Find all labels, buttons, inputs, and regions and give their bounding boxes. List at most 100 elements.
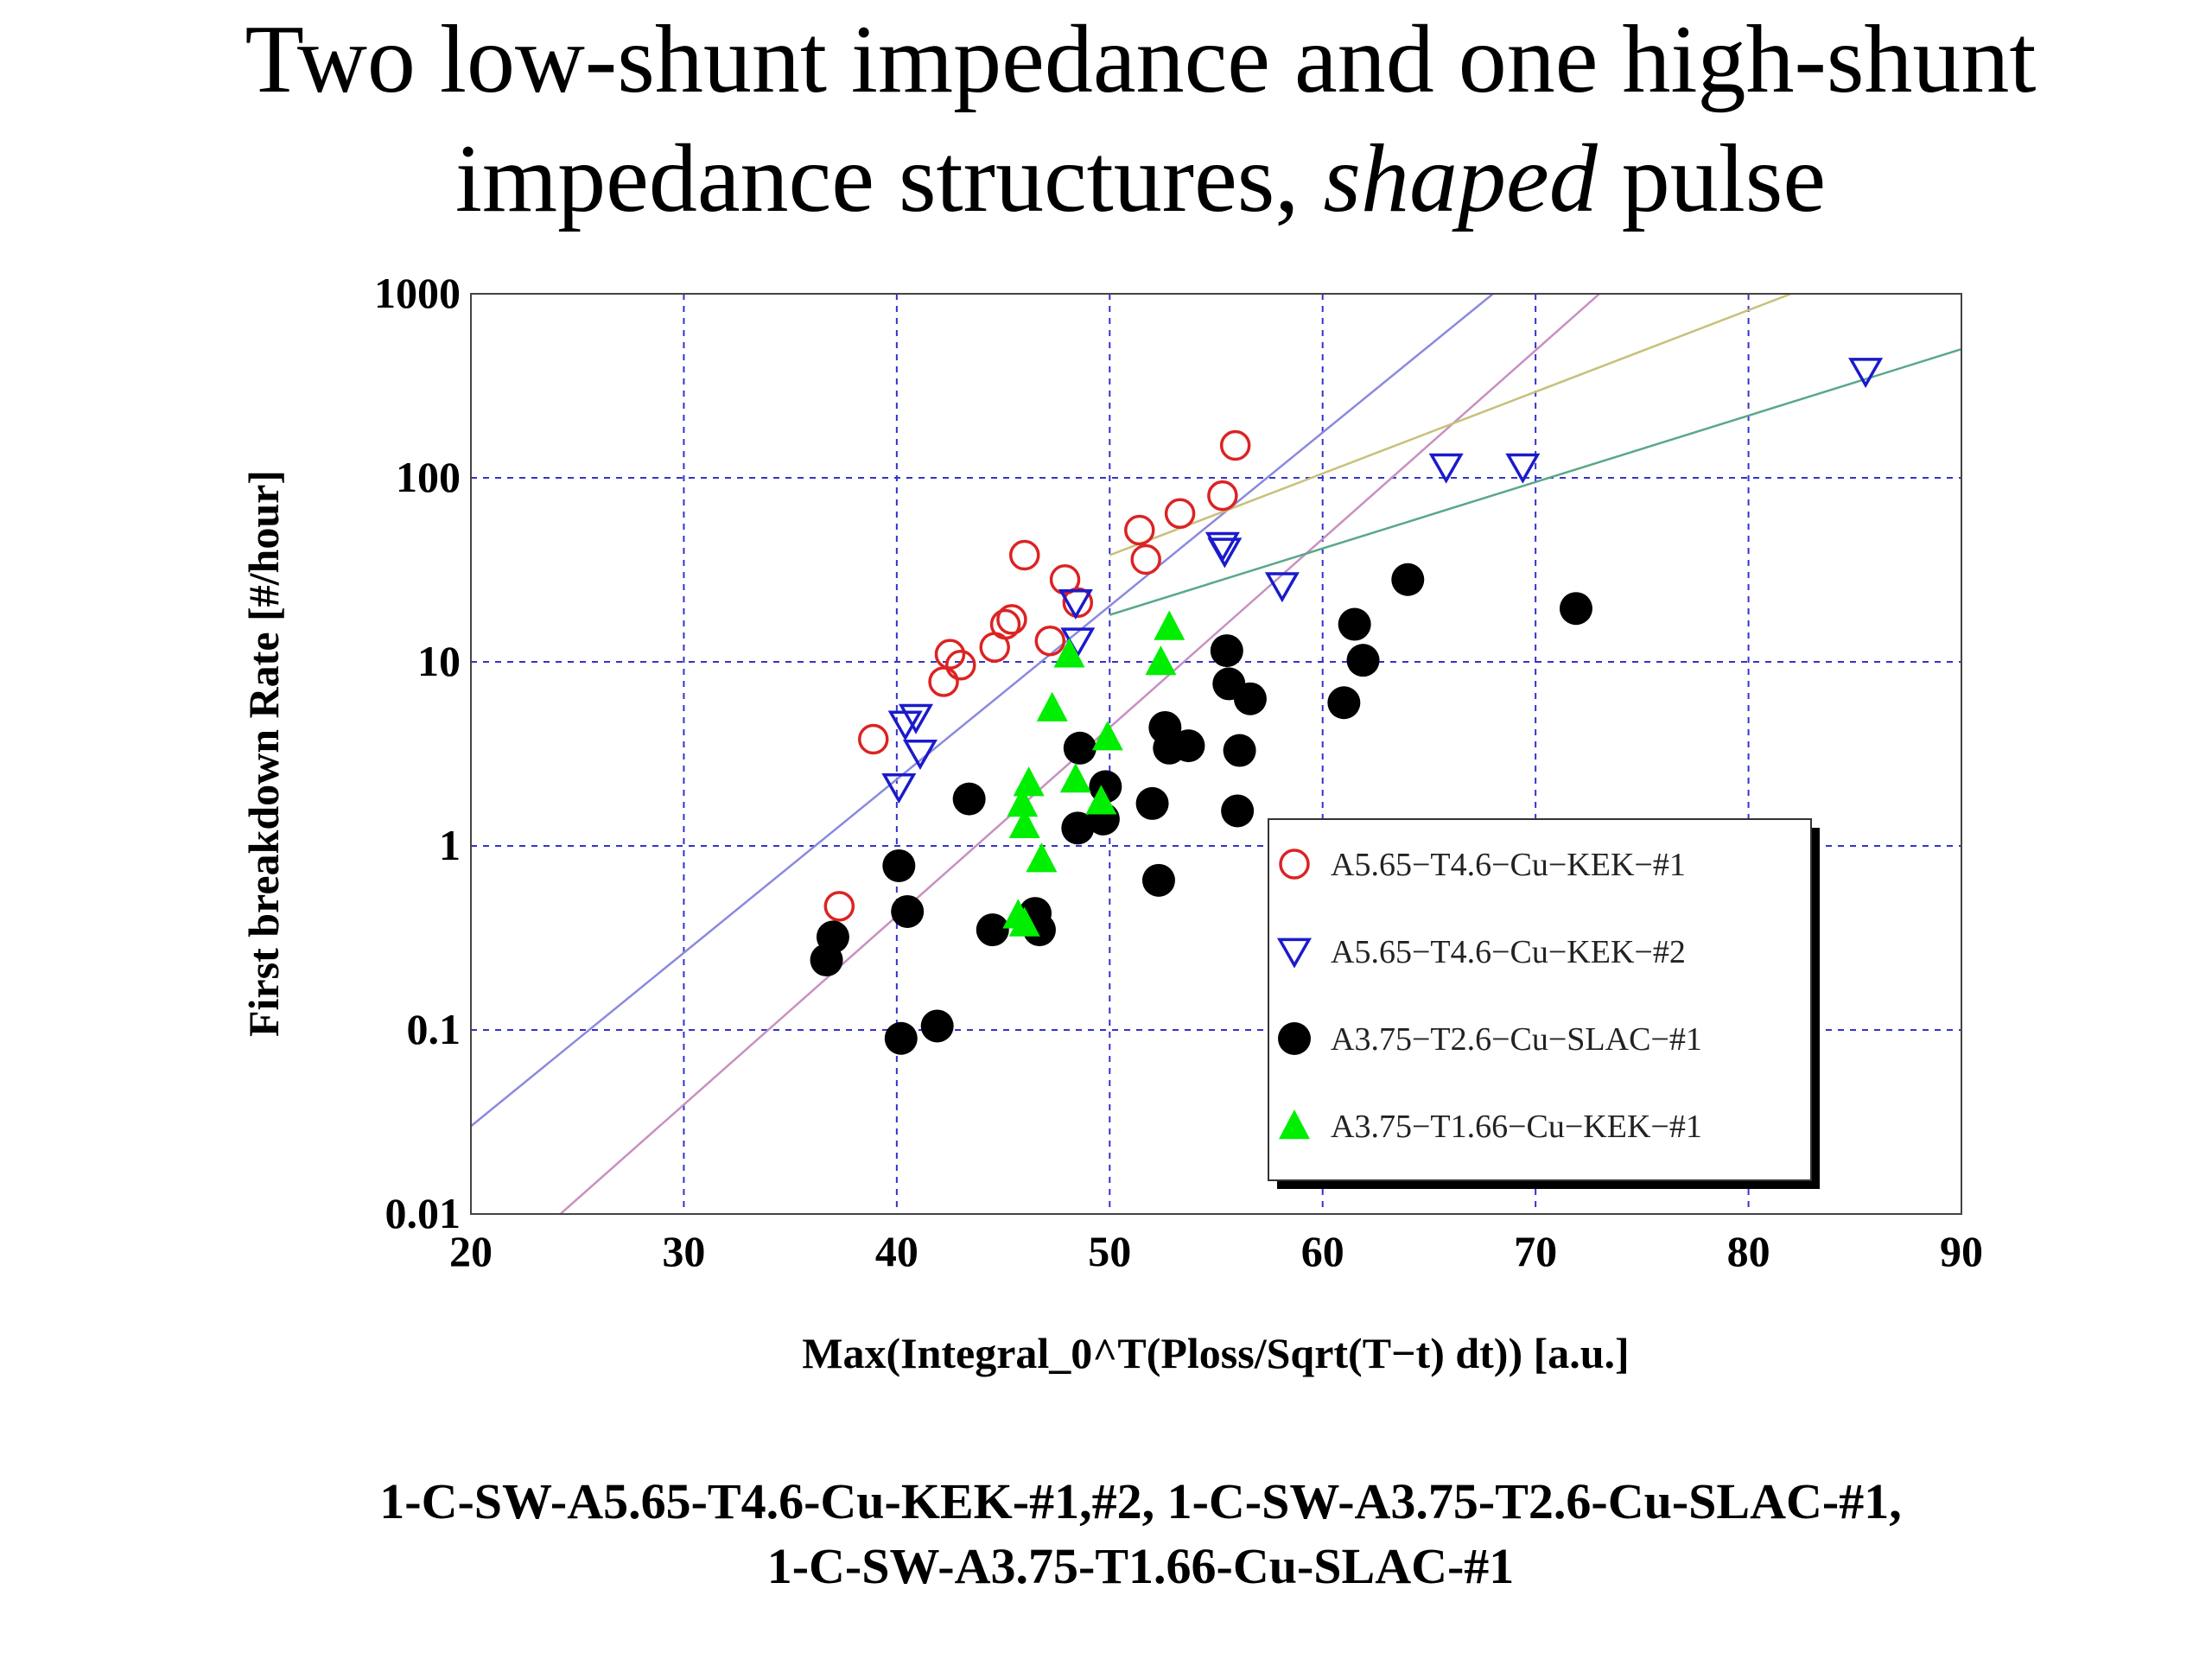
legend-box <box>1268 818 1812 1181</box>
data-points <box>810 358 1884 1055</box>
fit-line <box>1109 294 1792 556</box>
data-point <box>1130 543 1161 575</box>
data-point <box>1008 539 1040 571</box>
caption-line-2: 1-C-SW-A3.75-T1.66-Cu-SLAC-#1 <box>766 1538 1515 1594</box>
y-tick-label: 100 <box>396 453 461 501</box>
legend-marker <box>1278 1022 1311 1055</box>
fit-line <box>471 294 1494 1128</box>
data-point <box>945 650 976 681</box>
data-point <box>1058 589 1093 620</box>
plot-frame <box>470 293 1962 1215</box>
data-point <box>1059 763 1091 793</box>
legend-marker <box>1276 938 1313 969</box>
data-point <box>1233 682 1267 715</box>
data-point <box>1210 634 1243 668</box>
y-tick-label: 0.1 <box>407 1005 461 1053</box>
legend-label: A3.75−T2.6−Cu−SLAC−#1 <box>1331 1021 1702 1058</box>
slide-title-line-2: impedance structures, shaped pulse <box>0 119 2212 238</box>
data-point <box>1505 453 1541 484</box>
data-point <box>1062 587 1094 619</box>
legend: A5.65−T4.6−Cu−KEK−#1 A5.65−T4.6−Cu−KEK−#2… <box>1268 818 1820 1189</box>
data-point <box>952 782 986 816</box>
structure-caption: 1-C-SW-A5.65-T4.6-Cu-KEK-#1,#2, 1-C-SW-A… <box>0 1469 2212 1599</box>
data-point <box>1049 564 1081 595</box>
data-point <box>1207 537 1243 569</box>
legend-entry: A5.65−T4.6−Cu−KEK−#2 <box>1276 934 1686 970</box>
caption-line-1: 1-C-SW-A5.65-T4.6-Cu-KEK-#1,#2, 1-C-SW-A… <box>379 1473 1902 1529</box>
slide-title-line-2-start: impedance structures, <box>454 125 1324 232</box>
data-point <box>1391 563 1425 596</box>
data-point <box>989 608 1021 640</box>
data-point <box>1346 644 1380 677</box>
legend-marker <box>1279 1109 1310 1140</box>
slide-title-line-2-end: pulse <box>1597 125 1827 232</box>
series-1 <box>823 429 1251 922</box>
data-point <box>1559 592 1592 626</box>
data-point <box>1327 686 1361 720</box>
x-tick-label: 50 <box>1088 1227 1131 1275</box>
data-point <box>1061 811 1095 845</box>
data-point <box>891 894 925 928</box>
legend-entry: A3.75−T1.66−Cu−KEK−#1 <box>1279 1109 1702 1145</box>
data-point <box>1063 731 1096 765</box>
fit-line <box>1109 347 1961 616</box>
x-axis-title: Max(Integral_0^T(Ploss/Sqrt(T−t) dt)) [a… <box>802 1329 1629 1377</box>
y-tick-label: 10 <box>417 637 461 685</box>
data-point <box>1013 766 1045 797</box>
legend-entry: A3.75−T2.6−Cu−SLAC−#1 <box>1278 1021 1702 1058</box>
data-point <box>1154 610 1185 640</box>
y-tick-label: 1000 <box>374 269 461 317</box>
data-point <box>1036 691 1068 721</box>
y-tick-label: 1 <box>439 821 461 869</box>
legend-label: A3.75−T1.66−Cu−KEK−#1 <box>1331 1109 1702 1145</box>
data-point <box>1172 729 1205 763</box>
data-point <box>1219 429 1251 461</box>
data-point <box>1164 498 1196 530</box>
slide-title-line-1: Two low-shunt impedance and one high-shu… <box>245 6 2037 113</box>
x-tick-label: 80 <box>1727 1227 1770 1275</box>
series-4 <box>1002 610 1185 937</box>
data-point <box>1848 358 1884 389</box>
data-point <box>934 639 966 670</box>
data-point <box>816 920 849 954</box>
tick-labels: 20 30 40 50 60 70 80 90 0.01 0.1 1 10 100 1000 <box>374 269 1983 1275</box>
data-point <box>920 1009 954 1043</box>
legend-marker <box>1279 849 1310 880</box>
series-2 <box>881 358 1884 804</box>
data-point <box>1007 787 1039 817</box>
data-point <box>976 913 1009 947</box>
data-point <box>1207 480 1238 512</box>
data-point <box>823 891 855 922</box>
x-tick-label: 40 <box>875 1227 918 1275</box>
data-point <box>1141 863 1175 897</box>
y-axis-title: First breakdown Rate [#/hour] <box>239 470 288 1037</box>
legend-label: A5.65−T4.6−Cu−KEK−#2 <box>1331 934 1686 970</box>
data-point <box>1223 734 1256 767</box>
y-tick-label: 0.01 <box>385 1189 461 1237</box>
data-point <box>1428 453 1464 484</box>
slide-title-emphasis: shaped <box>1323 125 1598 232</box>
data-point <box>1264 572 1300 603</box>
x-tick-label: 70 <box>1514 1227 1557 1275</box>
data-point <box>858 723 889 755</box>
legend-label: A5.65−T4.6−Cu−KEK−#1 <box>1331 847 1686 883</box>
data-point <box>1124 514 1155 546</box>
data-point <box>899 703 934 734</box>
x-tick-label: 90 <box>1940 1227 1983 1275</box>
slide-title: Two low-shunt impedance and one high-shu… <box>0 0 2212 238</box>
data-point <box>881 773 917 804</box>
data-point <box>1135 786 1169 820</box>
data-point <box>1085 785 1117 815</box>
x-tick-label: 30 <box>662 1227 705 1275</box>
data-point <box>1026 842 1058 873</box>
data-point <box>1221 794 1255 828</box>
legend-entry: A5.65−T4.6−Cu−KEK−#1 <box>1279 847 1686 883</box>
x-tick-label: 20 <box>449 1227 493 1275</box>
data-point <box>1034 625 1066 657</box>
data-point <box>996 604 1027 635</box>
data-point <box>882 849 916 882</box>
data-point <box>1008 808 1040 839</box>
data-point <box>902 740 938 771</box>
data-point <box>1145 645 1177 676</box>
